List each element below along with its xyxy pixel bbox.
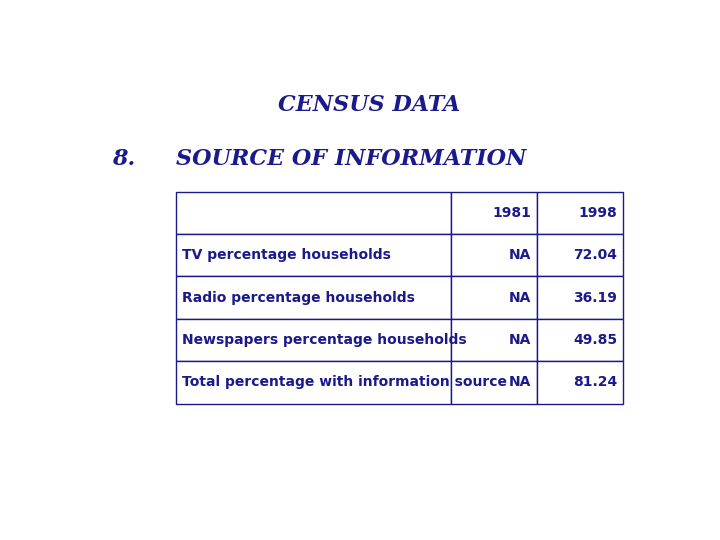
Text: Radio percentage households: Radio percentage households [182, 291, 415, 305]
Text: NA: NA [509, 248, 531, 262]
Bar [451, 319, 536, 361]
Bar [176, 276, 451, 319]
Text: NA: NA [509, 333, 531, 347]
Text: 8.: 8. [112, 148, 135, 170]
Text: 1981: 1981 [492, 206, 531, 220]
Text: TV percentage households: TV percentage households [182, 248, 391, 262]
Bar [451, 192, 536, 234]
Text: 36.19: 36.19 [573, 291, 617, 305]
Text: 81.24: 81.24 [573, 375, 617, 389]
Text: Newspapers percentage households: Newspapers percentage households [182, 333, 467, 347]
Bar [176, 319, 451, 361]
Bar [536, 276, 623, 319]
Bar [451, 276, 536, 319]
Bar [536, 319, 623, 361]
Text: SOURCE OF INFORMATION: SOURCE OF INFORMATION [176, 148, 527, 170]
Text: NA: NA [509, 291, 531, 305]
Text: 1998: 1998 [579, 206, 617, 220]
Bar [536, 234, 623, 276]
Bar [451, 234, 536, 276]
Bar [536, 361, 623, 404]
Text: CENSUS DATA: CENSUS DATA [278, 94, 460, 116]
Bar [176, 234, 451, 276]
Text: 72.04: 72.04 [573, 248, 617, 262]
Text: 49.85: 49.85 [573, 333, 617, 347]
Bar [176, 361, 451, 404]
Bar [536, 192, 623, 234]
Bar [451, 361, 536, 404]
Bar [176, 192, 451, 234]
Text: Total percentage with information source: Total percentage with information source [182, 375, 507, 389]
Text: NA: NA [509, 375, 531, 389]
